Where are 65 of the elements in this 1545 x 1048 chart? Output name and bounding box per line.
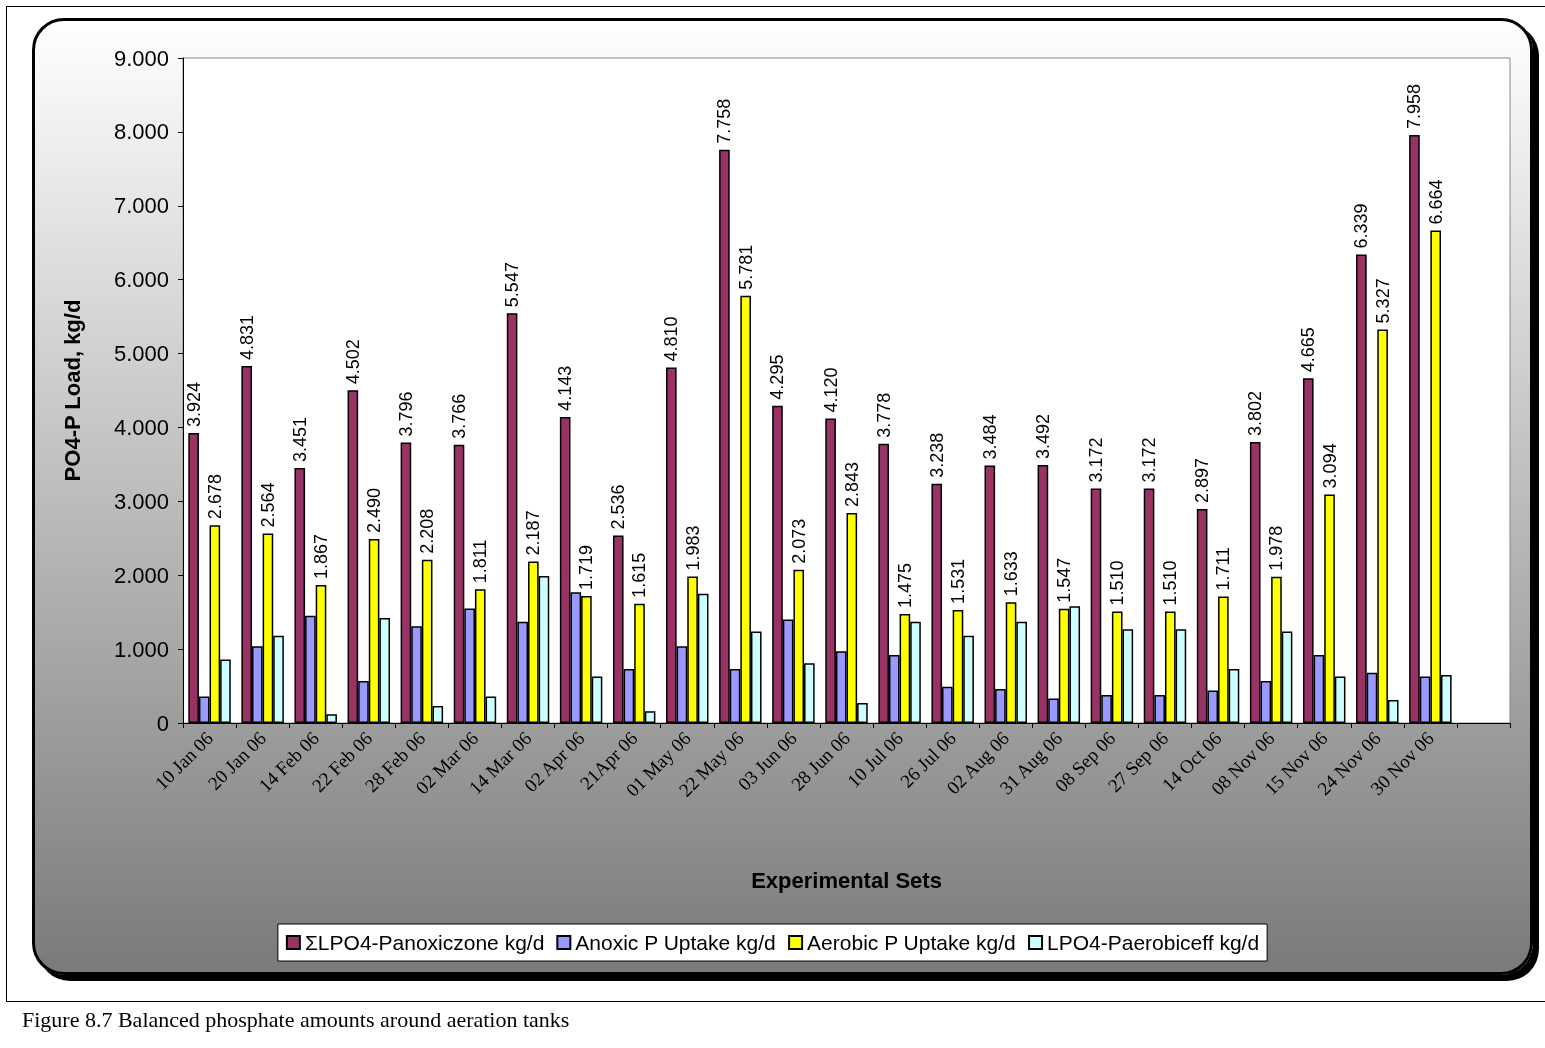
data-label: 3.484 (979, 414, 1000, 460)
data-label: 2.678 (204, 474, 225, 520)
data-label: 1.983 (682, 525, 703, 571)
y-tick-label: 1.000 (113, 636, 169, 662)
data-label: 2.843 (841, 461, 862, 507)
data-label: 1.615 (629, 552, 650, 598)
y-tick-label: 9.000 (113, 45, 169, 71)
y-tick-label: 6.000 (113, 267, 169, 293)
data-label: 3.924 (183, 382, 204, 428)
data-label: 4.810 (661, 316, 682, 362)
data-label: 1.547 (1054, 557, 1075, 603)
data-label: 1.867 (311, 534, 332, 580)
y-tick-label: 2.000 (113, 562, 169, 588)
y-tick-label: 5.000 (113, 341, 169, 367)
data-label: 2.564 (257, 482, 278, 528)
data-label: 2.897 (1192, 457, 1213, 503)
data-label: 3.238 (926, 432, 947, 478)
data-label: 4.502 (342, 339, 363, 385)
data-label: 6.664 (1425, 179, 1446, 225)
data-label: 4.143 (555, 365, 576, 411)
legend-label: ΣLPO4-Panoxiczone kg/d (304, 931, 545, 954)
data-label: 5.327 (1372, 278, 1393, 324)
data-label: 7.758 (714, 98, 735, 144)
data-label: 5.781 (735, 244, 756, 290)
data-label: 1.719 (576, 544, 597, 590)
data-label: 3.802 (1245, 391, 1266, 437)
data-label: 1.711 (1213, 546, 1234, 591)
data-label: 3.778 (873, 392, 894, 438)
data-label: 4.665 (1298, 327, 1319, 373)
data-label: 1.510 (1107, 560, 1128, 606)
data-label: 2.073 (788, 518, 809, 564)
y-tick-label: 0 (156, 710, 169, 736)
data-label: 2.536 (608, 484, 629, 530)
data-label: 1.811 (470, 539, 491, 584)
data-label: 6.339 (1351, 203, 1372, 249)
data-label: 4.120 (820, 367, 841, 413)
data-label: 3.094 (1319, 443, 1340, 489)
data-label: 1.510 (1160, 560, 1181, 606)
legend-label: Aerobic P Uptake kg/d (807, 931, 1016, 954)
y-tick-label: 8.000 (113, 119, 169, 145)
legend-label: Anoxic P Uptake kg/d (575, 931, 776, 954)
legend-label: LPO4-Paerobiceff kg/d (1047, 931, 1260, 954)
data-label: 5.547 (502, 262, 523, 308)
data-label: 3.451 (289, 416, 310, 463)
data-label: 1.531 (947, 558, 968, 604)
y-tick-label: 7.000 (113, 193, 169, 219)
y-tick-label: 4.000 (113, 414, 169, 440)
data-label: 4.831 (236, 315, 257, 361)
data-label: 3.172 (1139, 437, 1160, 483)
data-label: 1.475 (894, 562, 915, 609)
data-label: 7.958 (1404, 83, 1425, 129)
data-label: 2.187 (523, 510, 544, 556)
x-axis-title: Experimental Sets (751, 867, 942, 893)
data-label: 2.490 (364, 487, 385, 534)
y-axis-title: PO4-P Load, kg/d (59, 299, 85, 482)
data-label: 4.295 (767, 354, 788, 400)
data-label: 3.766 (449, 393, 470, 439)
data-label: 1.978 (1266, 525, 1287, 571)
data-label: 3.172 (1085, 437, 1106, 483)
caption: Figure 8.7 Balanced phosphate amounts around aeration tanks (22, 1006, 570, 1032)
y-tick-label: 3.000 (113, 488, 169, 514)
data-label: 3.796 (395, 391, 416, 437)
data-label: 2.208 (417, 508, 438, 554)
data-label: 1.633 (1001, 551, 1022, 597)
data-label: 3.492 (1032, 413, 1053, 459)
